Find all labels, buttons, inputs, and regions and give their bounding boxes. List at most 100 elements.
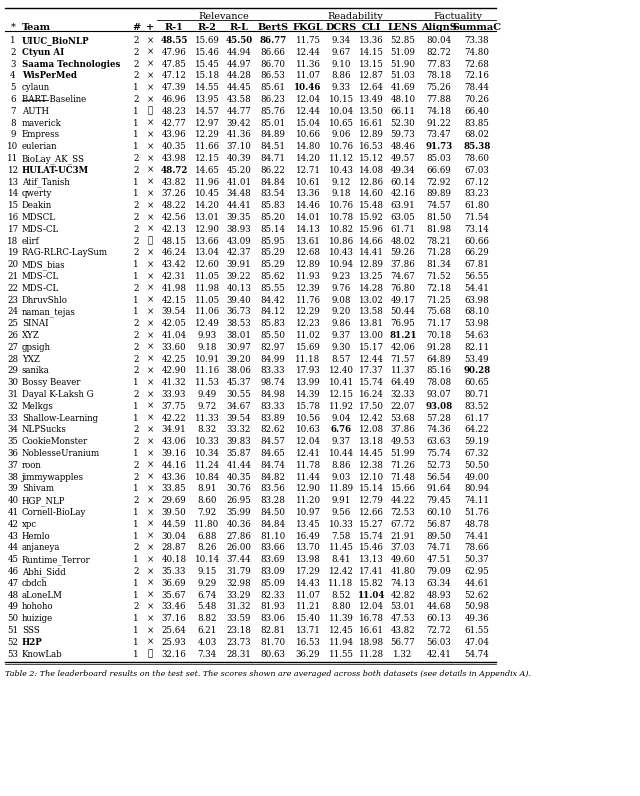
Text: 39.20: 39.20 bbox=[227, 354, 252, 364]
Text: 15.04: 15.04 bbox=[296, 119, 321, 127]
Text: 40.36: 40.36 bbox=[227, 520, 252, 529]
Text: 86.66: 86.66 bbox=[260, 48, 285, 57]
Text: MDS-CL: MDS-CL bbox=[22, 272, 60, 281]
Text: 39: 39 bbox=[8, 485, 19, 494]
Text: 47.39: 47.39 bbox=[162, 84, 186, 92]
Text: 44.59: 44.59 bbox=[162, 520, 186, 529]
Text: 13.61: 13.61 bbox=[296, 236, 321, 246]
Text: gpsigh: gpsigh bbox=[22, 343, 51, 352]
Text: 12.38: 12.38 bbox=[359, 461, 384, 470]
Text: 2: 2 bbox=[133, 425, 139, 435]
Text: Dayal K-Laksh G: Dayal K-Laksh G bbox=[22, 390, 93, 399]
Text: 15.74: 15.74 bbox=[359, 532, 384, 540]
Text: 23: 23 bbox=[8, 295, 19, 305]
Text: ×: × bbox=[147, 284, 154, 293]
Text: SummaC: SummaC bbox=[452, 23, 502, 32]
Text: 9: 9 bbox=[10, 131, 16, 139]
Text: 48.78: 48.78 bbox=[465, 520, 490, 529]
Text: 35: 35 bbox=[8, 437, 19, 447]
Text: 90.28: 90.28 bbox=[463, 366, 491, 376]
Text: 64.89: 64.89 bbox=[427, 354, 451, 364]
Text: 14.65: 14.65 bbox=[195, 166, 220, 175]
Text: 83.89: 83.89 bbox=[260, 414, 285, 423]
Text: 13.18: 13.18 bbox=[359, 437, 384, 447]
Text: 11.24: 11.24 bbox=[195, 461, 220, 470]
Text: FKGL: FKGL bbox=[292, 23, 323, 32]
Text: 37.86: 37.86 bbox=[390, 260, 415, 269]
Text: 42: 42 bbox=[8, 520, 19, 529]
Text: ×: × bbox=[147, 189, 154, 198]
Text: 85.16: 85.16 bbox=[426, 366, 451, 376]
Text: 12.04: 12.04 bbox=[296, 437, 321, 447]
Text: 34.48: 34.48 bbox=[227, 189, 252, 198]
Text: 11.96: 11.96 bbox=[195, 178, 220, 186]
Text: HULAT-UC3M: HULAT-UC3M bbox=[22, 166, 89, 175]
Text: 84.42: 84.42 bbox=[260, 295, 285, 305]
Text: MDSCL: MDSCL bbox=[22, 213, 56, 222]
Text: 50.50: 50.50 bbox=[465, 461, 490, 470]
Text: BART Baseline: BART Baseline bbox=[22, 95, 86, 104]
Text: naman_tejas: naman_tejas bbox=[22, 307, 76, 317]
Text: 83.33: 83.33 bbox=[260, 402, 285, 411]
Text: ×: × bbox=[147, 248, 154, 257]
Text: 39.16: 39.16 bbox=[162, 449, 186, 458]
Text: 13.66: 13.66 bbox=[195, 236, 220, 246]
Text: ✓: ✓ bbox=[147, 107, 152, 115]
Text: 11.33: 11.33 bbox=[195, 414, 220, 423]
Text: 15.66: 15.66 bbox=[390, 485, 415, 494]
Text: 71.48: 71.48 bbox=[390, 473, 415, 482]
Text: 91.28: 91.28 bbox=[426, 343, 451, 352]
Text: 41.80: 41.80 bbox=[390, 567, 415, 576]
Text: 39.54: 39.54 bbox=[162, 307, 186, 316]
Text: 42.13: 42.13 bbox=[162, 224, 186, 234]
Text: 67.03: 67.03 bbox=[465, 166, 490, 175]
Text: 85.83: 85.83 bbox=[260, 319, 285, 328]
Text: SINAI: SINAI bbox=[22, 319, 49, 328]
Text: 47: 47 bbox=[8, 579, 19, 587]
Text: 67.81: 67.81 bbox=[465, 260, 490, 269]
Text: 2: 2 bbox=[133, 201, 139, 210]
Text: 14.01: 14.01 bbox=[296, 213, 321, 222]
Text: 15.74: 15.74 bbox=[359, 378, 384, 387]
Text: 77.88: 77.88 bbox=[426, 95, 451, 104]
Text: 44.68: 44.68 bbox=[427, 603, 451, 611]
Text: 9.04: 9.04 bbox=[332, 414, 351, 423]
Text: 41.36: 41.36 bbox=[227, 131, 252, 139]
Text: 2: 2 bbox=[133, 284, 139, 293]
Text: 12.39: 12.39 bbox=[296, 284, 321, 293]
Text: 71.26: 71.26 bbox=[390, 461, 415, 470]
Text: 56.77: 56.77 bbox=[390, 638, 415, 647]
Text: 44.77: 44.77 bbox=[227, 107, 252, 115]
Text: 15.96: 15.96 bbox=[359, 224, 384, 234]
Text: 15.48: 15.48 bbox=[359, 201, 384, 210]
Text: 29: 29 bbox=[8, 366, 19, 376]
Text: 12.29: 12.29 bbox=[296, 307, 321, 316]
Text: 15.46: 15.46 bbox=[195, 48, 220, 57]
Text: 45: 45 bbox=[8, 555, 19, 564]
Text: 14.60: 14.60 bbox=[359, 189, 384, 198]
Text: 74.11: 74.11 bbox=[465, 496, 490, 505]
Text: 11.18: 11.18 bbox=[296, 354, 321, 364]
Text: 74.36: 74.36 bbox=[427, 425, 451, 435]
Text: 85.38: 85.38 bbox=[463, 142, 491, 151]
Text: ×: × bbox=[147, 544, 154, 552]
Text: ×: × bbox=[147, 626, 154, 635]
Text: 11.94: 11.94 bbox=[328, 638, 353, 647]
Text: 1: 1 bbox=[133, 260, 139, 269]
Text: 12.15: 12.15 bbox=[195, 154, 220, 163]
Text: Melkgs: Melkgs bbox=[22, 402, 54, 411]
Text: 10.15: 10.15 bbox=[328, 95, 353, 104]
Text: 2: 2 bbox=[133, 331, 139, 340]
Text: 15.14: 15.14 bbox=[359, 485, 384, 494]
Text: 7.92: 7.92 bbox=[197, 508, 216, 517]
Text: Saama Technologies: Saama Technologies bbox=[22, 60, 120, 68]
Text: 39.40: 39.40 bbox=[227, 295, 252, 305]
Text: 17.29: 17.29 bbox=[296, 567, 321, 576]
Text: 44.45: 44.45 bbox=[227, 84, 252, 92]
Text: 61.55: 61.55 bbox=[465, 626, 490, 635]
Text: Table 2: The leaderboard results on the test set. The scores shown are averaged : Table 2: The leaderboard results on the … bbox=[5, 670, 531, 678]
Text: 24: 24 bbox=[8, 307, 19, 316]
Text: 12.42: 12.42 bbox=[359, 414, 384, 423]
Text: 10.66: 10.66 bbox=[296, 131, 321, 139]
Text: 48.22: 48.22 bbox=[161, 201, 186, 210]
